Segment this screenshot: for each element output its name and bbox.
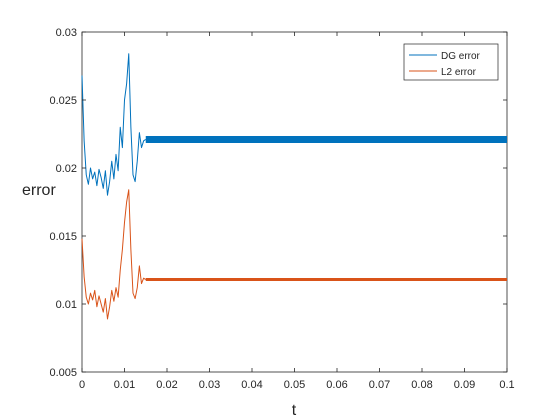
y-tick-label: 0.025 — [49, 95, 77, 107]
y-tick-label: 0.015 — [49, 231, 77, 243]
x-tick-label: 0.03 — [199, 379, 220, 391]
series-layer — [81, 53, 507, 320]
y-axis-label: error — [22, 182, 56, 199]
x-tick-label: 0.06 — [326, 379, 347, 391]
y-tick-label: 0.03 — [56, 27, 77, 39]
x-tick-label: 0 — [79, 379, 85, 391]
x-tick-label: 0.1 — [499, 379, 514, 391]
series-line — [81, 53, 147, 196]
x-axis-label: t — [292, 402, 297, 419]
x-tick-label: 0.04 — [241, 379, 262, 391]
series-dg-error — [81, 53, 507, 196]
series-line — [81, 189, 147, 320]
x-tick-label: 0.07 — [369, 379, 390, 391]
x-tick-label: 0.01 — [114, 379, 135, 391]
ticks-layer: 0 0.01 0.02 0.03 0.04 0.05 0.06 0.07 0.08 0.09 0.1… — [49, 27, 514, 391]
x-tick-label: 0.09 — [454, 379, 475, 391]
x-tick-label: 0.08 — [411, 379, 432, 391]
plot-area — [81, 31, 508, 373]
y-tick-label: 0.005 — [49, 367, 77, 379]
legend: DG error L2 error — [403, 43, 499, 81]
legend-box — [403, 43, 499, 81]
series-l2-error — [81, 189, 507, 320]
y-tick-label: 0.02 — [56, 163, 77, 175]
x-tick-label: 0.05 — [284, 379, 305, 391]
x-tick-label: 0.02 — [156, 379, 177, 391]
legend-label-l2-error: L2 error — [441, 67, 477, 78]
legend-label-dg-error: DG error — [441, 51, 481, 62]
y-tick-label: 0.01 — [56, 299, 77, 311]
